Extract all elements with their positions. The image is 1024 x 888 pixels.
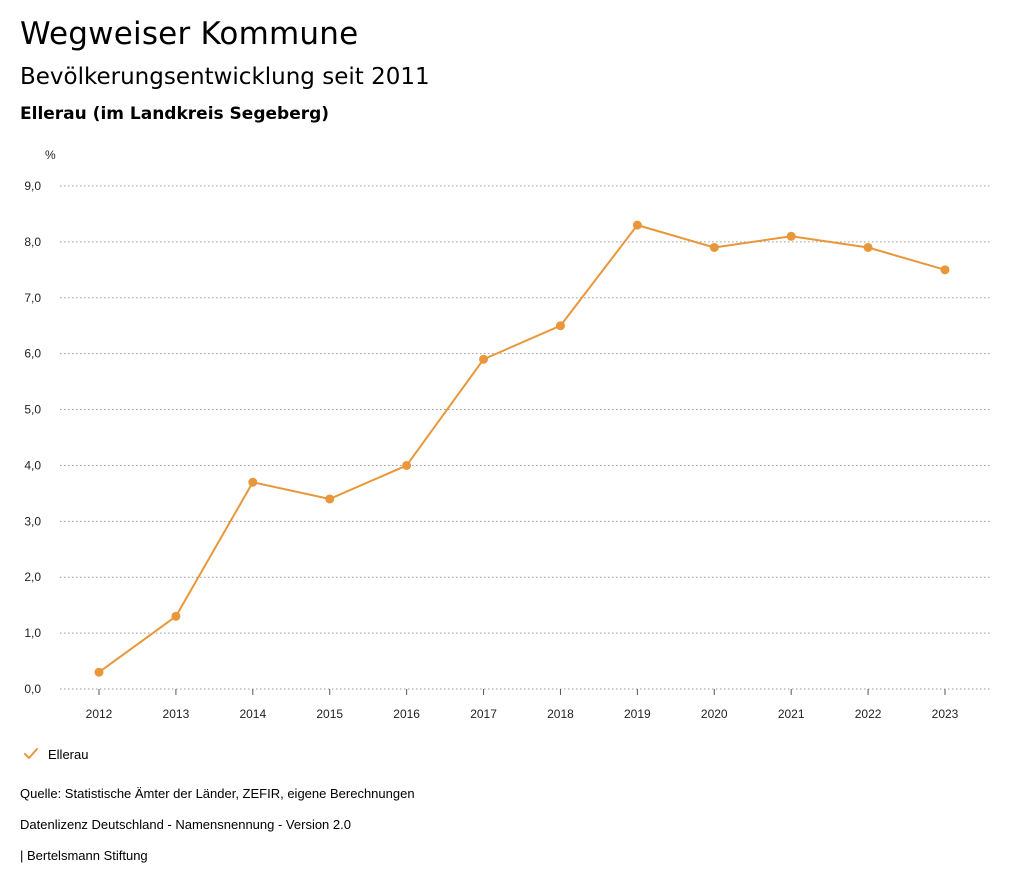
legend[interactable]: Ellerau xyxy=(22,745,88,763)
x-tick-label: 2013 xyxy=(163,707,190,721)
x-tick-label: 2022 xyxy=(855,707,882,721)
x-tick-label: 2020 xyxy=(701,707,728,721)
x-tick-label: 2018 xyxy=(547,707,574,721)
x-tick-label: 2014 xyxy=(239,707,266,721)
series-layer xyxy=(94,220,950,677)
x-tick-label: 2021 xyxy=(778,707,805,721)
data-point[interactable] xyxy=(402,460,412,470)
y-tick-label: 0,0 xyxy=(24,682,41,696)
data-point[interactable] xyxy=(479,354,489,364)
data-point[interactable] xyxy=(786,231,796,241)
x-tick-label: 2019 xyxy=(624,707,651,721)
data-point[interactable] xyxy=(94,667,104,677)
data-point[interactable] xyxy=(171,611,181,621)
y-tick-label: 6,0 xyxy=(24,347,41,361)
line-chart: % 2012 2013 2014 2015 2016 2017 2018 2019 2020 20… xyxy=(24,148,991,721)
data-point[interactable] xyxy=(248,477,258,487)
y-axis: 0,0 1,0 2,0 3,0 4,0 5,0 6,0 7,0 8,0 9,0 xyxy=(24,179,41,696)
data-point[interactable] xyxy=(555,321,565,331)
data-point[interactable] xyxy=(940,265,950,275)
y-tick-label: 2,0 xyxy=(24,570,41,584)
y-tick-label: 4,0 xyxy=(24,458,41,472)
x-tick-label: 2023 xyxy=(932,707,959,721)
data-point[interactable] xyxy=(632,220,642,230)
credit-note: | Bertelsmann Stiftung xyxy=(20,848,148,863)
data-point[interactable] xyxy=(325,494,335,504)
y-tick-label: 8,0 xyxy=(24,235,41,249)
checkmark-icon[interactable] xyxy=(22,745,40,763)
x-tick-label: 2012 xyxy=(86,707,113,721)
chart-subtitle: Bevölkerungsentwicklung seit 2011 xyxy=(20,64,430,90)
y-tick-label: 1,0 xyxy=(24,626,41,640)
y-tick-label: 7,0 xyxy=(24,291,41,305)
series-line-ellerau xyxy=(98,224,946,674)
grid-layer xyxy=(60,185,991,690)
y-axis-unit-label: % xyxy=(45,148,56,162)
region-label: Ellerau (im Landkreis Segeberg) xyxy=(20,104,330,124)
y-tick-label: 3,0 xyxy=(24,514,41,528)
x-tick-label: 2017 xyxy=(470,707,497,721)
y-tick-label: 5,0 xyxy=(24,403,41,417)
y-tick-label: 9,0 xyxy=(24,179,41,193)
legend-label-ellerau: Ellerau xyxy=(48,746,89,762)
x-axis: 2012 2013 2014 2015 2016 2017 2018 2019 2020 2021… xyxy=(86,689,959,721)
license-note: Datenlizenz Deutschland - Namensnennung … xyxy=(20,817,351,832)
x-tick-label: 2016 xyxy=(393,707,420,721)
x-tick-label: 2015 xyxy=(316,707,343,721)
data-point[interactable] xyxy=(863,242,873,252)
page-title: Wegweiser Kommune xyxy=(20,16,359,52)
data-point[interactable] xyxy=(709,242,719,252)
source-note: Quelle: Statistische Ämter der Länder, Z… xyxy=(20,786,415,801)
